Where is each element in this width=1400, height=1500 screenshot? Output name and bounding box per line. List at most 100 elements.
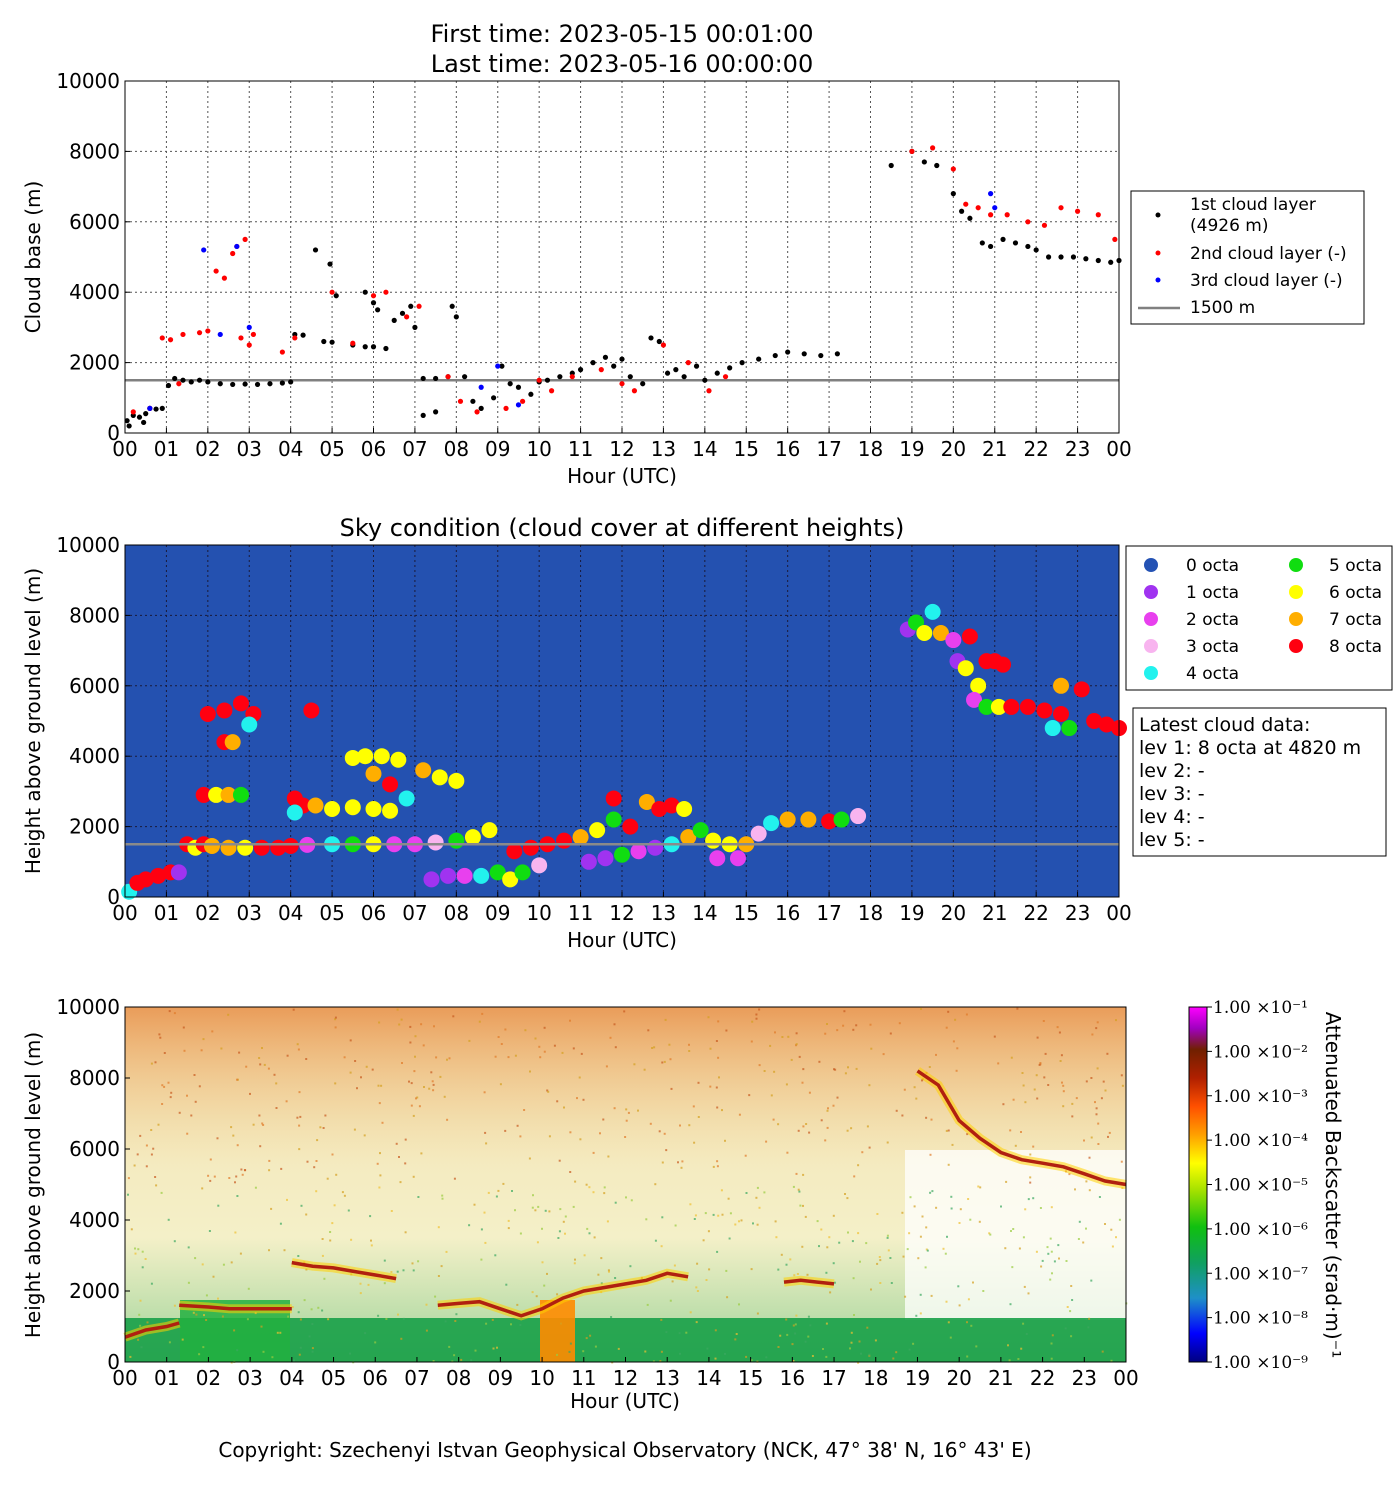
x-tick-label: 22 xyxy=(1030,1366,1055,1390)
backscatter-speckle xyxy=(637,1109,639,1112)
backscatter-speckle xyxy=(617,1347,620,1350)
backscatter-speckle xyxy=(252,1123,255,1126)
backscatter-speckle xyxy=(605,1065,608,1068)
backscatter-speckle xyxy=(553,1044,556,1047)
backscatter-speckle xyxy=(194,1257,197,1260)
backscatter-speckle xyxy=(263,1063,266,1066)
backscatter-speckle xyxy=(664,1018,667,1021)
cloud-layer-1-point xyxy=(433,375,439,382)
octa-8-point xyxy=(506,843,523,860)
backscatter-speckle xyxy=(139,1299,142,1302)
cloud-layer-2-point xyxy=(445,374,451,380)
backscatter-speckle xyxy=(600,1257,603,1260)
cloud-layer-1-point xyxy=(370,300,377,306)
backscatter-speckle xyxy=(441,1194,444,1197)
x-axis-label: Hour (UTC) xyxy=(567,928,677,952)
backscatter-speckle xyxy=(1039,1207,1042,1209)
backscatter-speckle xyxy=(721,1213,724,1216)
backscatter-speckle xyxy=(1115,1019,1117,1022)
backscatter-speckle xyxy=(259,1063,262,1066)
octa-7-point xyxy=(415,762,432,779)
octa-8-point xyxy=(821,813,838,830)
backscatter-speckle xyxy=(134,1247,136,1250)
backscatter-speckle xyxy=(614,1046,617,1049)
y-tick-label: 6000 xyxy=(69,1137,120,1161)
cloud-layer-1-point xyxy=(577,367,584,373)
backscatter-speckle xyxy=(573,1262,576,1265)
backscatter-speckle xyxy=(541,1227,543,1230)
cloud-layer-2-point xyxy=(598,367,604,373)
backscatter-speckle xyxy=(796,1273,799,1275)
cloud-layer-2-point xyxy=(909,148,915,154)
backscatter-speckle xyxy=(420,1023,423,1026)
octa-legend-label-3: 3 octa xyxy=(1186,637,1239,657)
x-tick-label: 23 xyxy=(1065,901,1090,925)
cloud-layer-1-point xyxy=(126,423,132,429)
backscatter-speckle xyxy=(843,1010,846,1013)
x-tick-label: 09 xyxy=(485,437,510,461)
backscatter-speckle xyxy=(524,1029,527,1032)
backscatter-speckle xyxy=(949,1336,952,1339)
backscatter-speckle xyxy=(136,1153,139,1156)
backscatter-speckle xyxy=(492,1347,495,1350)
x-tick-label: 00 xyxy=(112,901,137,925)
backscatter-speckle xyxy=(714,1357,717,1360)
backscatter-speckle xyxy=(807,1315,810,1318)
backscatter-speckle xyxy=(929,1153,932,1156)
backscatter-speckle xyxy=(299,1318,302,1321)
backscatter-speckle xyxy=(1058,1257,1060,1260)
backscatter-speckle xyxy=(268,1159,271,1162)
backscatter-speckle xyxy=(825,1355,828,1358)
backscatter-speckle xyxy=(928,1066,931,1068)
backscatter-speckle xyxy=(913,1086,916,1089)
cloud-layer-2-point xyxy=(246,342,252,348)
backscatter-speckle xyxy=(239,1252,242,1255)
backscatter-speckle xyxy=(793,1274,796,1277)
backscatter-speckle xyxy=(141,1250,144,1253)
backscatter-speckle xyxy=(401,1062,403,1064)
backscatter-speckle xyxy=(1057,1244,1060,1247)
backscatter-speckle xyxy=(606,1220,609,1223)
x-tick-label: 02 xyxy=(195,437,220,461)
cloud-layer-2-point xyxy=(250,331,256,338)
backscatter-speckle xyxy=(652,1360,655,1363)
backscatter-speckle xyxy=(1009,1303,1012,1306)
backscatter-speckle xyxy=(249,1092,251,1095)
backscatter-speckle xyxy=(1098,1196,1101,1198)
backscatter-speckle xyxy=(327,1318,330,1321)
backscatter-speckle xyxy=(408,1080,410,1083)
cloud-layer-1-point xyxy=(950,191,956,197)
backscatter-speckle xyxy=(755,1196,758,1199)
backscatter-speckle xyxy=(315,1190,318,1193)
x-tick-label: 15 xyxy=(734,437,759,461)
octa-6-point xyxy=(916,625,933,641)
backscatter-speckle xyxy=(308,1335,311,1338)
cloud-layer-2-point xyxy=(457,398,464,404)
backscatter-speckle xyxy=(744,1154,747,1157)
backscatter-speckle xyxy=(878,1256,881,1258)
octa-7-point xyxy=(203,837,220,854)
backscatter-speckle xyxy=(906,1248,909,1251)
backscatter-speckle xyxy=(1050,1206,1053,1209)
cloud-layer-2-point xyxy=(1025,219,1031,225)
backscatter-speckle xyxy=(898,1022,901,1025)
backscatter-speckle xyxy=(496,1346,498,1349)
backscatter-speckle xyxy=(795,1172,798,1175)
backscatter-speckle xyxy=(846,1129,849,1132)
backscatter-speckle xyxy=(1049,1278,1052,1281)
backscatter-speckle xyxy=(792,1360,795,1362)
cloud-layer-2-point xyxy=(238,335,244,341)
backscatter-speckle xyxy=(400,1337,403,1340)
backscatter-speckle xyxy=(207,1174,210,1177)
x-tick-label: 10 xyxy=(526,437,551,461)
backscatter-speckle xyxy=(152,1147,155,1150)
cloud-layer-1-point xyxy=(888,162,894,169)
backscatter-speckle xyxy=(1110,1228,1113,1231)
backscatter-speckle xyxy=(661,1216,664,1219)
cloud-layer-3-point xyxy=(201,247,207,253)
backscatter-speckle xyxy=(593,1236,596,1239)
backscatter-speckle xyxy=(297,1255,300,1257)
x-tick-label: 03 xyxy=(237,1366,262,1390)
cloud-layer-1-point xyxy=(640,381,646,387)
backscatter-speckle xyxy=(1082,1241,1085,1244)
